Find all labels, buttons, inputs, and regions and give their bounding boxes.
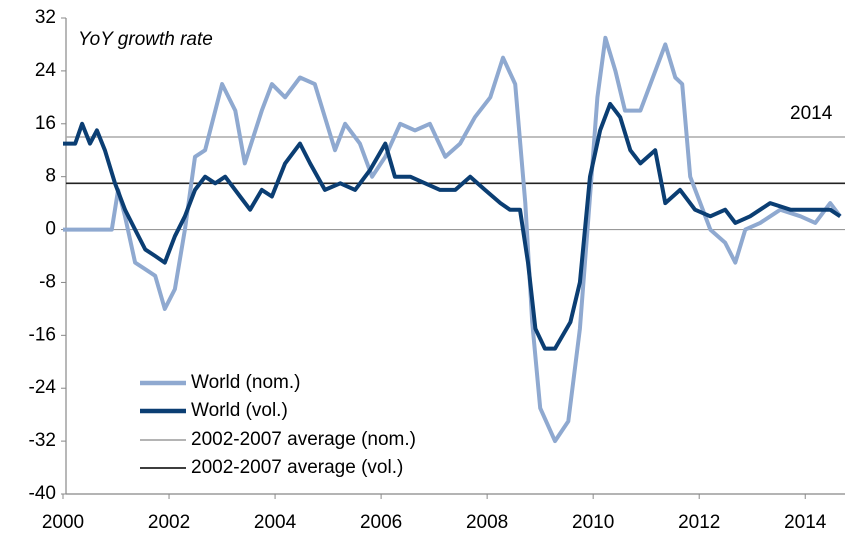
y-tick-label: -40 (29, 483, 56, 504)
x-tick-label: 2002 (148, 512, 190, 533)
y-tick-label: 8 (45, 166, 56, 187)
legend-label: World (nom.) (191, 372, 300, 393)
line-series (63, 101, 842, 351)
x-tick-label: 2000 (42, 512, 84, 533)
y-tick-label: -32 (29, 430, 56, 451)
y-tick-label: 0 (45, 219, 56, 240)
x-tick-label: 2006 (360, 512, 402, 533)
y-tick-label: -8 (39, 271, 56, 292)
axis-note: YoY growth rate (78, 29, 213, 50)
y-tick-label: 24 (35, 60, 57, 81)
legend-label: 2002-2007 average (nom.) (191, 429, 416, 450)
x-tick-label: 2004 (254, 512, 297, 533)
annotation: 2014 (790, 103, 833, 124)
line-series (63, 35, 842, 444)
x-tick-label: 2008 (466, 512, 508, 533)
x-tick-label: 2012 (678, 512, 720, 533)
x-tick-label: 2010 (572, 512, 614, 533)
legend-label: 2002-2007 average (vol.) (191, 457, 403, 478)
x-tick-label: 2014 (784, 512, 827, 533)
y-tick-label: -16 (29, 324, 56, 345)
legend-label: World (vol.) (191, 400, 288, 421)
y-tick-label: 16 (35, 113, 56, 134)
y-tick-label: -24 (29, 377, 57, 398)
y-tick-label: 32 (35, 7, 56, 28)
